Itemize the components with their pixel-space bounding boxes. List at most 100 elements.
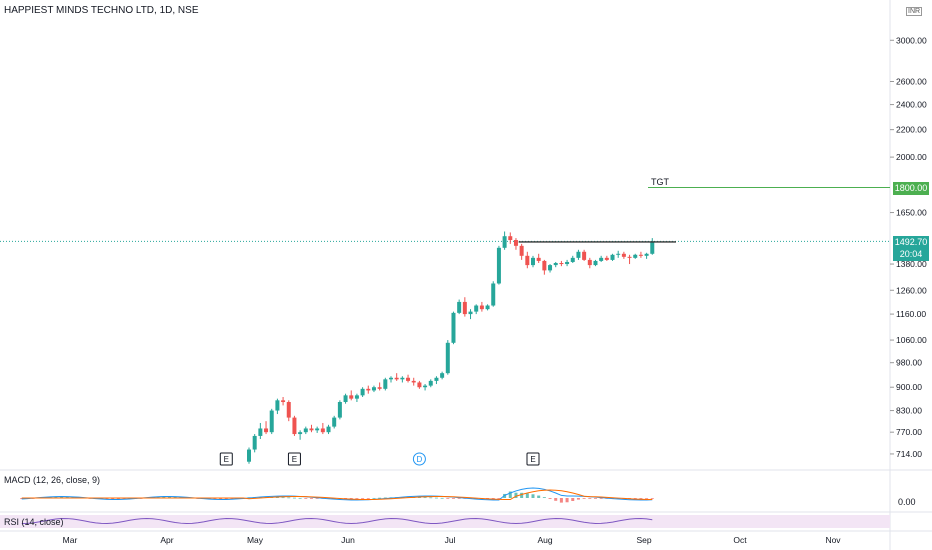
macd-histogram-bar [434,497,438,499]
candle-body [565,261,570,265]
x-tick-label: Sep [636,535,651,545]
macd-histogram-bar [99,498,103,500]
candle-body [638,254,643,256]
candle-body [337,402,342,418]
macd-histogram-bar [593,498,597,499]
macd-histogram-bar [361,498,365,499]
candle-body [423,385,428,388]
candle-body [644,253,649,256]
candle-body [462,301,467,315]
candle-body [326,426,331,433]
candle-body [616,253,621,255]
dividend-marker-label: D [417,455,423,464]
candle-body [559,263,564,265]
candle-body [269,410,274,433]
candle-body [332,417,337,427]
macd-histogram-bar [309,498,313,499]
x-tick-label: Nov [825,535,841,545]
x-tick-label: May [247,535,264,545]
candle-body [553,263,558,266]
candle-body [428,380,433,386]
macd-histogram-bar [457,498,461,499]
y-tick-label: 1060.00 [896,335,927,345]
macd-histogram-bar [542,497,546,498]
x-tick-label: Oct [733,535,747,545]
macd-histogram-bar [508,491,512,498]
macd-histogram-bar [281,497,285,499]
candle-body [440,373,445,378]
macd-histogram-bar [599,498,603,499]
macd-histogram-bar [639,498,643,499]
candle-body [513,240,518,246]
y-tick-label: 2600.00 [896,77,927,87]
y-tick-label: 770.00 [896,427,922,437]
macd-histogram-bar [116,498,120,500]
candle-body [252,435,257,450]
candle-body [502,236,507,248]
x-tick-label: Aug [537,535,552,545]
rsi-line [21,518,653,525]
dividend-marker [412,452,426,466]
earnings-marker [287,452,301,466]
macd-histogram-bar [423,497,427,499]
macd-histogram-bar [179,496,183,498]
macd-histogram-bar [537,495,541,498]
macd-histogram-bar [219,498,223,500]
currency-badge[interactable]: INR [906,7,923,16]
y-tick-label: 980.00 [896,358,922,368]
candle-body [627,256,632,258]
macd-histogram-bar [207,498,211,500]
target-price-tag: 1800.00 [893,182,929,195]
candle-body [417,382,422,388]
y-tick-label: 1650.00 [896,208,927,218]
y-tick-label: 830.00 [896,406,922,416]
candle-body [354,395,359,399]
macd-histogram-bar [548,498,552,499]
macd-zero-label: 0.00 [898,497,916,507]
y-tick-label: 1160.00 [896,309,926,319]
macd-histogram-bar [383,497,387,499]
macd-histogram-bar [378,497,382,499]
candle-body [576,251,581,258]
macd-histogram-bar [156,496,160,498]
candle-body [258,428,263,436]
target-label: TGT [651,177,669,187]
candle-body [548,265,553,271]
macd-histogram-bar [292,497,296,499]
macd-histogram-bar [554,498,558,501]
macd-label[interactable]: MACD (12, 26, close, 9) [4,475,101,485]
candle-body [633,254,638,258]
earnings-marker-label: E [224,455,229,464]
macd-histogram-bar [275,497,279,498]
macd-histogram-bar [366,498,370,499]
rsi-label[interactable]: RSI (14, close) [4,517,64,527]
candle-body [281,400,286,403]
earnings-marker [526,452,540,466]
macd-histogram-bar [576,498,580,500]
candle-body [451,312,456,343]
candle-body [474,305,479,312]
chart-title: HAPPIEST MINDS TECHNO LTD, 1D, NSE [4,5,199,16]
macd-histogram-bar [571,498,575,502]
candle-body [275,400,280,411]
candle-body [434,377,439,381]
candle-body [508,236,513,241]
candle-body [491,283,496,306]
candle-body [582,251,587,260]
candle-body [542,260,547,271]
macd-histogram-bar [440,497,444,499]
candle-body [247,449,251,462]
macd-histogram-bar [298,497,302,499]
candle-body [525,255,530,266]
macd-histogram-bar [520,492,524,498]
y-tick-label: 2200.00 [896,125,927,135]
macd-histogram-bar [588,498,592,499]
candle-body [286,402,291,418]
macd-histogram-bar [372,497,376,499]
candle-body [411,380,416,383]
macd-histogram-bar [497,498,501,499]
y-tick-label: 714.00 [896,449,922,459]
x-tick-label: Apr [160,535,173,545]
macd-histogram-bar [525,493,529,498]
